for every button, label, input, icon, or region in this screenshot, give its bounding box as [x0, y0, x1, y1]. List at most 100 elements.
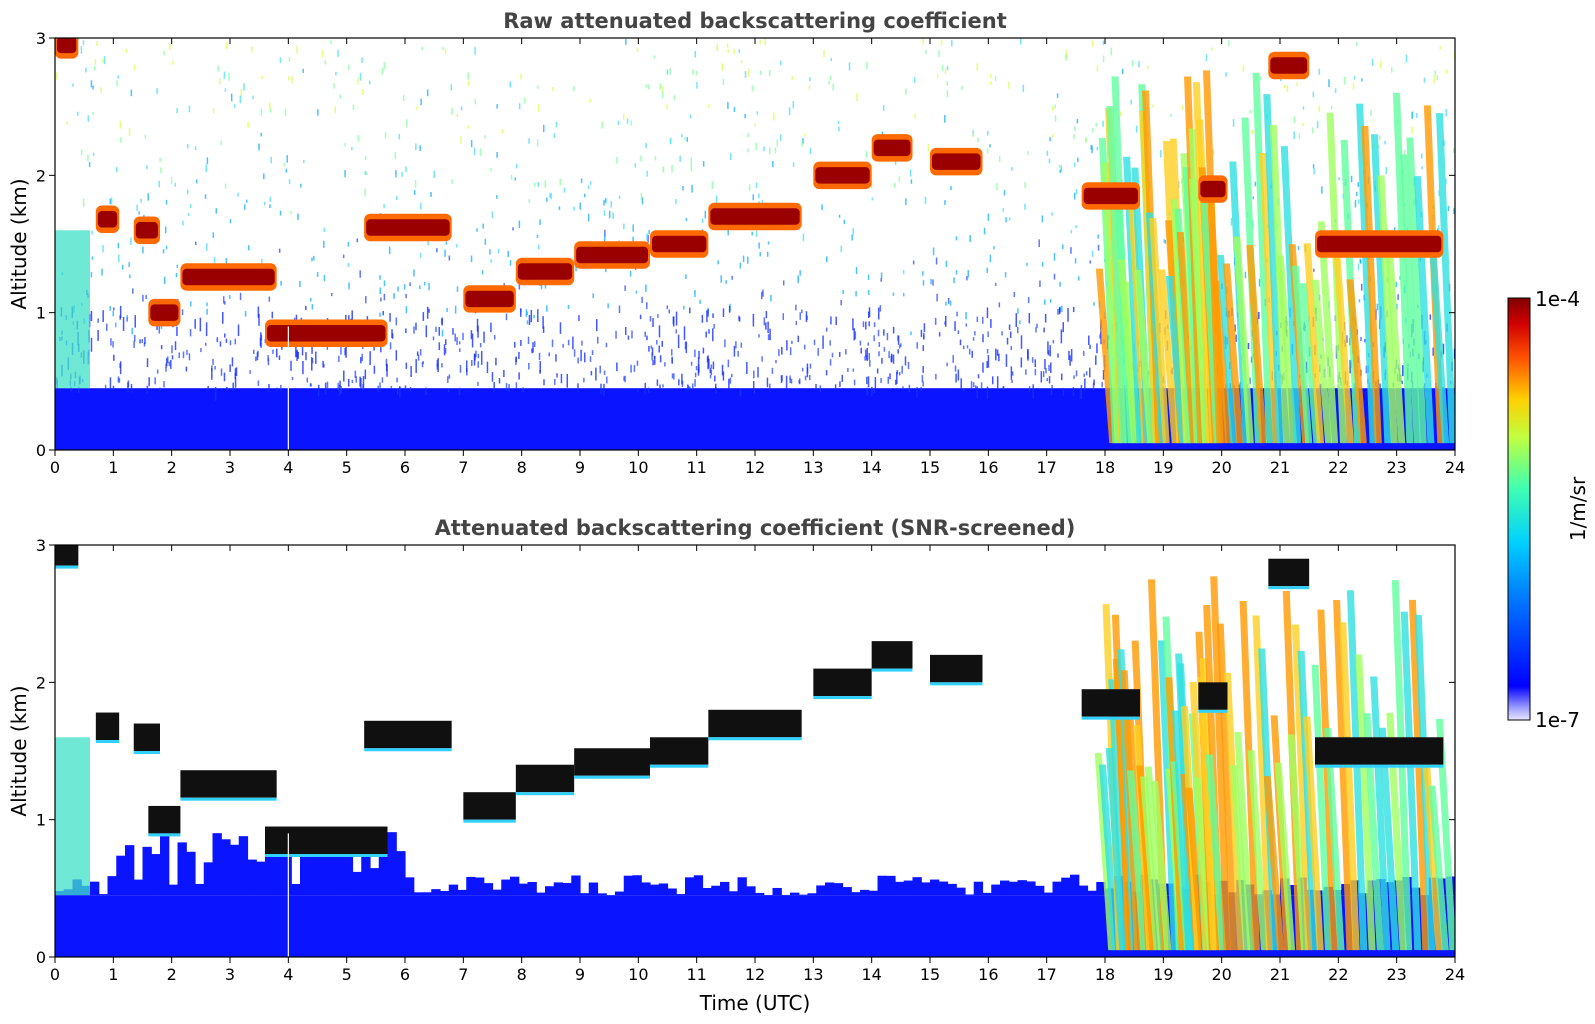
noise-speck	[104, 56, 106, 64]
bl-speck	[258, 306, 260, 317]
bl-column	[913, 877, 922, 895]
noise-speck	[234, 104, 236, 108]
cloud-layer	[55, 31, 78, 58]
noise-speck	[556, 122, 558, 128]
noise-speck	[218, 66, 220, 72]
noise-speck	[268, 358, 270, 365]
bl-column	[746, 886, 755, 895]
noise-speck	[344, 143, 346, 146]
noise-speck	[573, 86, 575, 91]
noise-speck	[552, 340, 554, 347]
noise-speck	[1028, 297, 1030, 303]
noise-speck	[1025, 369, 1027, 375]
bl-column	[519, 884, 528, 896]
noise-speck	[1085, 138, 1087, 143]
bl-column	[528, 882, 537, 895]
bl-column	[711, 886, 720, 895]
noise-speck	[689, 387, 691, 390]
noise-speck	[703, 161, 705, 167]
noise-speck	[646, 233, 648, 240]
noise-speck	[606, 343, 608, 348]
x-tick-label: 11	[686, 965, 706, 984]
noise-speck	[476, 228, 478, 232]
noise-speck	[581, 178, 583, 182]
noise-speck	[616, 157, 618, 164]
noise-speck	[592, 293, 594, 298]
noise-speck	[1036, 324, 1038, 328]
bl-column	[895, 882, 904, 895]
noise-speck	[755, 143, 757, 151]
noise-speck	[1445, 109, 1447, 117]
noise-speck	[396, 196, 398, 200]
noise-speck	[118, 243, 120, 248]
noise-speck	[856, 93, 858, 101]
noise-speck	[1035, 327, 1037, 332]
bl-speck	[396, 350, 398, 360]
noise-speck	[654, 55, 656, 58]
noise-speck	[1338, 177, 1340, 180]
noise-speck	[528, 199, 530, 203]
bl-speck	[577, 383, 579, 391]
bl-column	[668, 888, 677, 895]
noise-speck	[842, 290, 844, 294]
bl-column	[169, 885, 178, 896]
noise-speck	[851, 234, 853, 240]
noise-speck	[1359, 299, 1361, 302]
noise-speck	[527, 320, 529, 324]
noise-speck	[1090, 260, 1092, 263]
noise-speck	[1083, 351, 1085, 356]
noise-speck	[1048, 365, 1050, 371]
noise-speck	[666, 104, 668, 109]
noise-speck	[973, 132, 975, 136]
noise-speck	[1054, 105, 1056, 109]
bl-speck	[1021, 357, 1023, 367]
noise-speck	[866, 62, 868, 70]
bl-column	[580, 893, 589, 895]
noise-speck	[291, 76, 293, 84]
noise-speck	[1379, 384, 1381, 390]
bl-column	[624, 876, 633, 896]
noise-speck	[471, 256, 473, 263]
bl-speck	[628, 336, 630, 340]
bl-speck	[673, 316, 675, 326]
noise-speck	[136, 205, 138, 211]
screened-heatmap	[55, 538, 1464, 957]
noise-speck	[590, 181, 592, 185]
bl-speck	[835, 317, 837, 325]
noise-speck	[296, 46, 298, 54]
noise-speck	[405, 167, 407, 172]
x-tick-label: 16	[978, 458, 998, 477]
noise-speck	[1097, 234, 1099, 238]
noise-speck	[186, 350, 188, 355]
noise-speck	[865, 349, 867, 357]
y-tick-label: 1	[36, 811, 46, 830]
noise-speck	[1453, 148, 1455, 153]
noise-speck	[692, 383, 694, 390]
bl-speck	[591, 371, 593, 375]
noise-speck	[333, 83, 335, 88]
bl-speck	[172, 355, 174, 359]
noise-speck	[1092, 251, 1094, 257]
bl-speck	[728, 379, 730, 390]
noise-speck	[1017, 327, 1019, 334]
cloud-core	[516, 765, 574, 792]
noise-speck	[165, 226, 167, 233]
noise-speck	[187, 144, 189, 149]
bl-speck	[318, 385, 320, 397]
bl-speck	[1067, 308, 1069, 322]
bl-speck	[868, 321, 870, 326]
noise-speck	[494, 335, 496, 340]
noise-speck	[826, 328, 828, 332]
bl-speck	[1073, 307, 1075, 312]
bl-speck	[988, 355, 990, 368]
noise-speck	[87, 155, 89, 162]
noise-speck	[1293, 131, 1295, 139]
bl-speck	[555, 354, 557, 361]
noise-speck	[694, 51, 696, 57]
noise-speck	[1097, 65, 1099, 71]
x-tick-label: 17	[1036, 965, 1056, 984]
noise-speck	[516, 164, 518, 169]
noise-speck	[845, 349, 847, 355]
cloud-edge	[55, 566, 78, 569]
